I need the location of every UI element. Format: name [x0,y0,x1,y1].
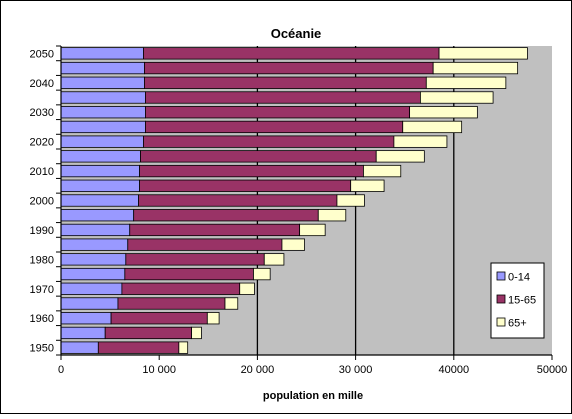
bar-2035-65+ [420,91,494,104]
legend-swatch-65+ [496,317,506,327]
bar-2015-0-14 [60,150,141,163]
bar-2025-15-65 [145,120,404,134]
x-tick-label-20000: 20 000 [241,364,275,376]
plot-area: 1950 1960 1970 1980 1990 2000 2010 2020 2030 2040… [30,45,568,376]
bar-1970-15-65 [121,282,241,295]
bar-2015-15-65 [140,150,377,163]
legend-label-65+: 65+ [508,318,527,330]
x-tick-label-40000: 40000 [439,364,470,376]
chart-title: Océanie [271,26,322,41]
y-tick-label-1960: 1960 [30,313,54,325]
y-tick-label-2020: 2020 [30,137,54,149]
bar-2025-0-14 [60,120,146,134]
bar-1995-15-65 [133,209,319,222]
bar-1960-0-14 [60,312,112,325]
y-tick-label-2000: 2000 [30,196,54,208]
bar-1985-0-14 [60,238,129,251]
bar-2030-15-65 [145,106,411,119]
bar-2045-15-65 [144,61,434,75]
bar-2010-0-14 [60,164,140,178]
x-tick-label-30000: 30 000 [339,364,373,376]
bar-1955-15-65 [104,326,193,340]
bar-1995-0-14 [60,209,135,222]
bar-1965-65+ [224,297,239,310]
bar-2020-15-65 [143,135,395,148]
legend: 0-14 15-65 65+ [490,262,545,339]
bar-1965-15-65 [117,297,226,310]
bar-2040-65+ [425,76,507,89]
bar-1990-0-14 [60,223,131,237]
x-tick-label-0: 0 [58,364,64,376]
bar-2000-15-65 [138,194,338,207]
bar-2040-0-14 [60,76,145,89]
bar-2015-65+ [375,150,425,163]
bar-1980-65+ [263,253,285,266]
bar-2010-65+ [363,164,402,178]
bar-2045-0-14 [60,61,145,75]
bar-1985-15-65 [127,238,283,251]
y-tick-label-2040: 2040 [30,78,54,90]
bar-2020-65+ [393,135,448,148]
bar-2050-15-65 [143,47,440,60]
bar-2005-15-65 [139,179,352,192]
legend-label-15-65: 15-65 [508,295,536,307]
bar-1960-15-65 [110,312,208,325]
bar-2035-15-65 [145,91,421,104]
y-tick-label-2010: 2010 [30,166,54,178]
y-tick-label-2030: 2030 [30,107,54,119]
bar-1955-0-14 [60,326,106,340]
x-tick-label-10000: 10 000 [142,364,176,376]
bar-2000-65+ [336,194,365,207]
bar-1970-65+ [239,282,255,295]
bar-2045-65+ [432,61,519,75]
bar-2000-0-14 [60,194,139,207]
bar-1970-0-14 [60,282,123,295]
legend-swatch-0-14 [496,271,506,281]
legend-label-0-14: 0-14 [508,272,530,284]
bar-2030-65+ [409,106,478,119]
y-tick-label-1970: 1970 [30,284,54,296]
bar-2050-0-14 [60,47,144,60]
bar-1950-0-14 [60,341,99,354]
legend-swatch-15-65 [496,294,506,304]
x-tick-label-50000: 50000 [537,364,568,376]
bar-1990-65+ [299,223,326,237]
bar-2030-0-14 [60,106,146,119]
bar-1955-65+ [191,326,202,340]
bar-2050-65+ [438,47,528,60]
bar-1975-15-65 [124,267,254,281]
bar-1975-0-14 [60,267,126,281]
bar-2040-15-65 [144,76,427,89]
y-tick-label-2050: 2050 [30,48,54,60]
bar-1985-65+ [281,238,305,251]
y-tick-label-1950: 1950 [30,343,54,355]
bar-2005-65+ [350,179,385,192]
bar-2020-0-14 [60,135,144,148]
bar-1960-65+ [206,312,220,325]
x-axis-title: population en mille [263,390,363,402]
bar-1950-15-65 [97,341,180,354]
bar-2010-15-65 [139,164,364,178]
bar-2035-0-14 [60,91,146,104]
bar-1950-65+ [178,341,189,354]
y-tick-label-1990: 1990 [30,225,54,237]
bar-1965-0-14 [60,297,119,310]
bar-1995-65+ [317,209,347,222]
bar-1980-15-65 [125,253,265,266]
bar-1980-0-14 [60,253,127,266]
bar-2005-0-14 [60,179,140,192]
bar-1975-65+ [253,267,271,281]
bar-2025-65+ [402,120,463,134]
y-tick-label-1980: 1980 [30,254,54,266]
bar-1990-15-65 [129,223,301,237]
